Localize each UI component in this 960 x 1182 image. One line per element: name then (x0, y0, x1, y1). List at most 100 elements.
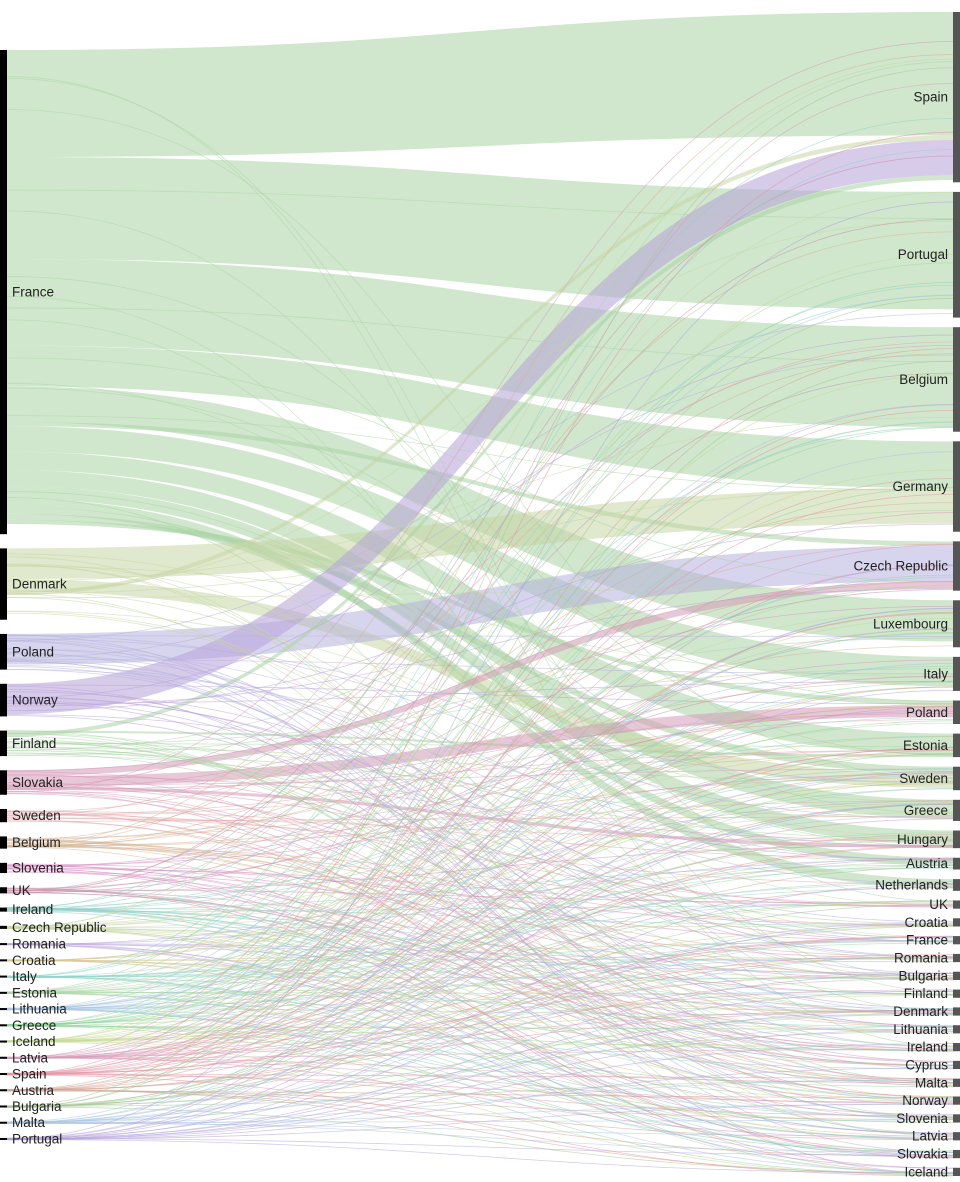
target-node-malta: Malta (915, 1075, 960, 1090)
filament-greece-to-hungary (6, 839, 954, 1026)
filament-poland-to-denmark (6, 668, 954, 1013)
target-label-netherlands: Netherlands (875, 877, 948, 892)
source-label-finland: Finland (12, 736, 56, 751)
filament-portugal-to-iceland (6, 1139, 954, 1174)
source-node-lithuania: Lithuania (0, 1002, 67, 1017)
target-node-romania: Romania (894, 951, 960, 966)
source-node-iceland: Iceland (0, 1034, 56, 1049)
filament-norway-to-belgium (6, 334, 954, 699)
target-label-portugal: Portugal (898, 247, 948, 262)
filament-estonia-to-spain (6, 61, 954, 993)
target-bar-estonia (953, 733, 960, 758)
filament-belgium-to-spain (6, 54, 954, 847)
flow-denmark-to-spain (7, 135, 953, 596)
filament-poland-to-belgium (6, 354, 954, 659)
target-node-austria: Austria (906, 856, 960, 871)
filament-latvia-to-ireland (6, 1049, 954, 1059)
filament-france-to-czech-republic (6, 357, 954, 583)
filament-lithuania-to-belgium (6, 403, 954, 1011)
target-label-greece: Greece (904, 803, 948, 818)
filament-portugal-to-sweden (6, 772, 954, 1139)
target-node-slovakia: Slovakia (897, 1147, 960, 1162)
filament-croatia-to-lithuania (6, 959, 954, 1032)
source-node-uk: UK (0, 883, 31, 898)
filament-czech-republic-to-spain (6, 58, 954, 929)
target-bar-sweden (953, 766, 960, 791)
filament-portugal-to-lithuania (6, 1029, 954, 1140)
source-node-czech-republic: Czech Republic (0, 920, 107, 935)
source-label-iceland: Iceland (12, 1034, 56, 1049)
filament-slovakia-to-uk (6, 785, 954, 908)
filament-belgium-to-iceland (6, 846, 954, 1174)
filament-bulgaria-to-sweden (6, 781, 954, 1107)
source-nodes: France Denmark Poland Norway Finland Slovakia… (0, 50, 107, 1146)
filament-uk-to-uk (6, 889, 954, 904)
target-bar-cyprus (953, 1060, 960, 1070)
filament-bulgaria-to-portugal (6, 297, 954, 1108)
filament-slovakia-to-bulgaria (6, 786, 954, 979)
filament-greece-to-belgium (6, 427, 954, 1025)
target-label-belgium: Belgium (899, 372, 948, 387)
target-label-latvia: Latvia (912, 1129, 949, 1144)
target-node-cyprus: Cyprus (905, 1057, 960, 1072)
target-label-bulgaria: Bulgaria (898, 968, 948, 983)
filament-slovakia-to-france (6, 771, 954, 943)
filament-latvia-to-netherlands (6, 886, 954, 1059)
target-bar-netherlands (953, 879, 960, 891)
target-bar-malta (953, 1078, 960, 1087)
filament-greece-to-ireland (6, 1025, 954, 1051)
source-bar-belgium (0, 836, 7, 849)
target-label-slovakia: Slovakia (897, 1147, 949, 1162)
source-label-denmark: Denmark (12, 577, 67, 592)
filament-norway-to-poland (6, 684, 954, 705)
flow-norway-to-spain (7, 140, 953, 715)
source-label-slovakia: Slovakia (12, 775, 64, 790)
filament-belgium-to-greece (6, 800, 954, 847)
filament-lithuania-to-austria (6, 857, 954, 1011)
source-node-malta: Malta (0, 1115, 46, 1130)
filament-czech-republic-to-austria (6, 867, 954, 929)
source-label-ireland: Ireland (12, 902, 53, 917)
filament-france-to-belgium (6, 307, 954, 363)
filament-denmark-to-germany (6, 487, 954, 595)
filament-italy-to-lithuania (6, 977, 954, 1028)
filament-sweden-to-belgium (6, 341, 954, 817)
filament-ireland-to-croatia (6, 907, 954, 926)
target-bar-norway (953, 1096, 960, 1105)
flow-finland-to-spain (7, 175, 953, 737)
source-node-spain: Spain (0, 1067, 47, 1082)
filament-finland-to-croatia (6, 748, 954, 925)
flow-slovakia-to-hungary (7, 786, 953, 849)
filament-czech-republic-to-greece (6, 811, 954, 928)
flow-slovakia-to-czech-republic (7, 581, 953, 777)
filament-finland-to-slovenia (6, 733, 954, 1118)
source-label-france: France (12, 285, 54, 300)
target-node-denmark: Denmark (893, 1004, 960, 1019)
filament-bulgaria-to-austria (6, 866, 954, 1108)
filament-czech-republic-to-denmark (6, 926, 954, 1015)
target-label-norway: Norway (902, 1093, 948, 1108)
source-node-slovakia: Slovakia (0, 770, 64, 795)
filament-portugal-to-norway (6, 1103, 954, 1140)
flow-france-to-belgium (7, 258, 953, 428)
filament-iceland-to-hungary (6, 835, 954, 1042)
target-bar-spain (953, 12, 960, 183)
filament-latvia-to-czech-republic (6, 544, 954, 1060)
target-label-finland: Finland (904, 986, 948, 1001)
filament-norway-to-denmark (6, 715, 954, 1010)
target-label-france: France (906, 933, 948, 948)
target-node-italy: Italy (923, 656, 960, 691)
filament-iceland-to-luxembourg (6, 617, 954, 1042)
filament-belgium-to-luxembourg (6, 645, 954, 847)
filament-sweden-to-czech-republic (6, 543, 954, 813)
filament-poland-to-greece (6, 634, 954, 819)
target-bar-slovenia (953, 1114, 960, 1123)
target-nodes: Spain Portugal Belgium Germany Czech Republi… (853, 12, 960, 1179)
filament-bulgaria-to-estonia (6, 753, 954, 1108)
filament-latvia-to-finland (6, 989, 954, 1059)
target-node-hungary: Hungary (897, 830, 960, 849)
filament-uk-to-czech-republic (6, 589, 954, 892)
filament-portugal-to-czech-republic (6, 564, 954, 1139)
source-label-uk: UK (12, 883, 31, 898)
target-label-uk: UK (929, 897, 948, 912)
